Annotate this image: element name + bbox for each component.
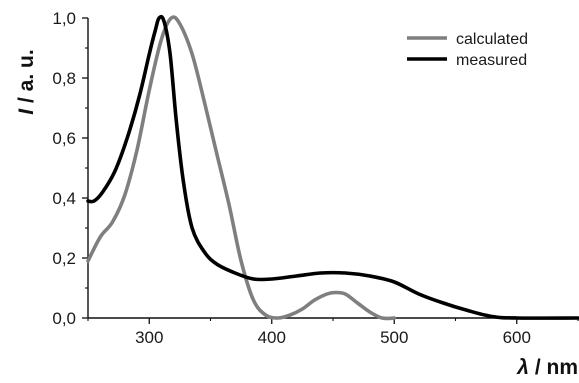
y-tick-label: 0,2 xyxy=(52,249,76,268)
y-tick-label: 1,0 xyxy=(52,9,76,28)
series-layer xyxy=(86,14,579,321)
x-tick-label: 300 xyxy=(135,328,163,347)
x-tick-label: 600 xyxy=(503,328,531,347)
series-line-calculated xyxy=(86,15,397,321)
legend-label-calculated: calculated xyxy=(456,31,528,48)
y-tick-label: 0,0 xyxy=(52,309,76,328)
series-line-measured xyxy=(86,14,579,320)
x-tick-label: 500 xyxy=(380,328,408,347)
y-tick-label: 0,6 xyxy=(52,129,76,148)
x-axis-ticks: 300 400 500 600 xyxy=(87,318,579,347)
y-tick-label: 0,4 xyxy=(52,189,76,208)
y-axis-ticks: 0,0 0,2 0,4 0,6 0,8 1,0 xyxy=(52,9,88,328)
y-tick-label: 0,8 xyxy=(52,69,76,88)
y-axis-title: I / a. u. xyxy=(15,49,38,114)
legend: calculated measured xyxy=(407,31,528,69)
legend-label-measured: measured xyxy=(456,52,527,69)
x-axis-title: λ / nm xyxy=(516,356,578,379)
x-tick-label: 400 xyxy=(258,328,286,347)
